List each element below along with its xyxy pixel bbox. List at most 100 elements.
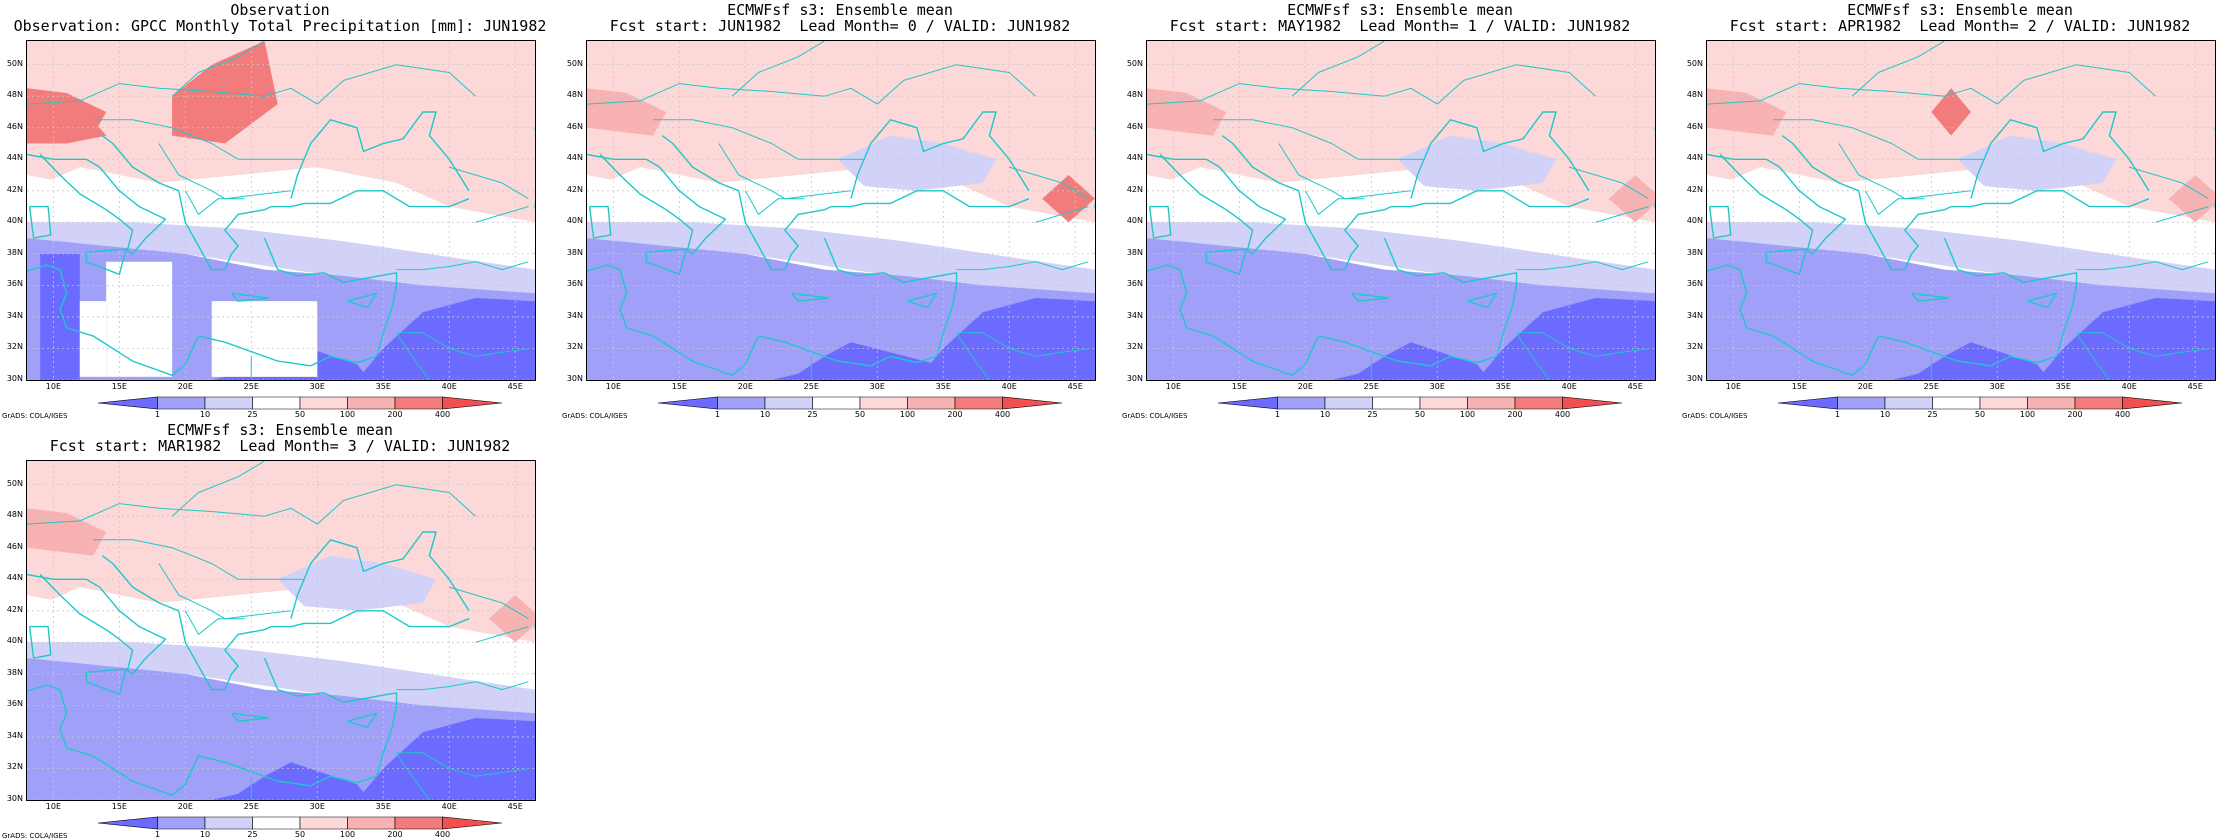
lat-tick-label: 44N [1686, 153, 1703, 163]
colorbar-tick-label: 100 [339, 830, 356, 839]
border-line [1707, 64, 2156, 105]
lon-tick-label: 20E [1857, 382, 1873, 391]
colorbar-segment [204, 396, 253, 410]
precip-tunisia-low [40, 253, 80, 380]
panel-subtitle: Fcst start: MAY1982 Lead Month= 1 / VALI… [1169, 17, 1631, 35]
border-line [1516, 332, 1649, 357]
lon-tick-label: 40E [441, 382, 457, 391]
border-line [1147, 64, 1596, 105]
border-line [1009, 166, 1089, 200]
lon-tick-label: 35E [375, 382, 391, 391]
lat-tick-label: 38N [6, 247, 23, 257]
precip-band-25-50 [587, 175, 1095, 262]
precipitation-map [1147, 41, 1655, 380]
coastline [1383, 237, 1518, 357]
colorbar-tick-label: 1 [154, 830, 161, 839]
lat-tick-label: 48N [1126, 90, 1143, 100]
precip-band-25-50 [1147, 175, 1655, 262]
lat-tick-label: 30N [1686, 374, 1703, 383]
panel-subtitle: Observation: GPCC Monthly Total Precipit… [13, 17, 547, 35]
precip-alps-high [27, 508, 107, 556]
lat-tick-label: 36N [1126, 279, 1143, 289]
coastline [27, 153, 167, 255]
colorbar-segment [1002, 396, 1062, 410]
panel-title: Observation [230, 1, 330, 19]
border-line [475, 626, 529, 643]
coastline [587, 264, 937, 376]
colorbar-segment [1979, 396, 2028, 410]
lat-tick-label: 42N [6, 604, 23, 614]
lat-tick-label: 46N [1126, 121, 1143, 131]
border-line [27, 484, 476, 525]
lon-tick-label: 25E [1363, 382, 1379, 391]
lat-tick-label: 36N [566, 279, 583, 289]
coastline [263, 657, 398, 777]
precip-caucasus-high [488, 595, 535, 643]
grads-credit: GrADS: COLA/IGES [1122, 412, 1188, 420]
colorbar-segment [812, 396, 861, 410]
lat-tick-label: 34N [1686, 310, 1703, 320]
precip-carpathian-high [1931, 88, 1971, 136]
coastline [645, 248, 687, 276]
lon-tick-label: 15E [111, 382, 127, 391]
panel-title: ECMWFsf s3: Ensemble mean [167, 421, 393, 439]
lon-tick-label: 20E [177, 382, 193, 391]
border-line [396, 332, 430, 380]
colorbar-tick-label: 25 [1927, 410, 1938, 419]
colorbar-tick-label: 100 [2019, 410, 2036, 419]
precip-alps-high [1707, 88, 1787, 136]
lon-tick-label: 35E [375, 802, 391, 811]
border-line [396, 681, 529, 691]
border-line [1278, 143, 1411, 200]
border-line [158, 143, 291, 200]
border-line [171, 461, 265, 517]
map-area [1146, 40, 1656, 381]
border-line [1291, 41, 1385, 97]
border-line [731, 41, 825, 97]
lon-tick-label: 20E [1297, 382, 1313, 391]
lon-tick-label: 20E [737, 382, 753, 391]
precip-band-10-25 [27, 222, 535, 302]
coastline [85, 668, 127, 696]
colorbar-segment [764, 396, 813, 410]
border-line [158, 563, 291, 620]
coastline [347, 712, 378, 729]
lon-tick-label: 45E [507, 382, 523, 391]
lat-tick-label: 50N [6, 478, 23, 488]
colorbar-segment [1218, 396, 1278, 410]
colorbar-segment [658, 396, 718, 410]
lon-tick-label: 30E [1429, 382, 1445, 391]
colorbar-segment [1324, 396, 1373, 410]
lat-tick-label: 44N [566, 153, 583, 163]
map-panel-lead3: ECMWFsf s3: Ensemble mean Fcst start: MAR… [0, 420, 560, 840]
colorbar-tick-label: 10 [759, 410, 771, 419]
lat-tick-label: 32N [566, 342, 583, 352]
border-line [1516, 332, 1550, 380]
lat-tick-label: 50N [6, 58, 23, 68]
colorbar-tick-label: 10 [199, 410, 211, 419]
precip-band-10-25 [27, 642, 535, 722]
coastline [850, 111, 1030, 199]
lon-tick-label: 15E [671, 382, 687, 391]
coastline [1467, 292, 1498, 309]
colorbar-tick-label: 100 [899, 410, 916, 419]
coastline [263, 237, 398, 357]
border-line [1035, 206, 1089, 223]
border-line [1838, 143, 1971, 200]
coastline [290, 531, 470, 619]
map-panel-lead2: ECMWFsf s3: Ensemble mean Fcst start: APR… [1680, 0, 2240, 420]
lon-tick-label: 45E [1067, 382, 1083, 391]
colorbar-segment [347, 816, 396, 830]
border-line [2129, 166, 2209, 200]
colorbar-tick-label: 200 [1507, 410, 1523, 419]
lat-tick-label: 50N [1686, 58, 1703, 68]
precipitation-map [27, 41, 535, 380]
colorbar-tick-label: 1 [714, 410, 721, 419]
colorbar-tick-label: 1 [154, 410, 161, 419]
lon-tick-label: 40E [1001, 382, 1017, 391]
precip-band-10-25 [587, 222, 1095, 302]
colorbar-tick-label: 200 [947, 410, 963, 419]
precip-band-lt1-sw [771, 342, 950, 380]
colorbar-segment [2027, 396, 2076, 410]
colorbar-tick-label: 50 [294, 830, 306, 839]
